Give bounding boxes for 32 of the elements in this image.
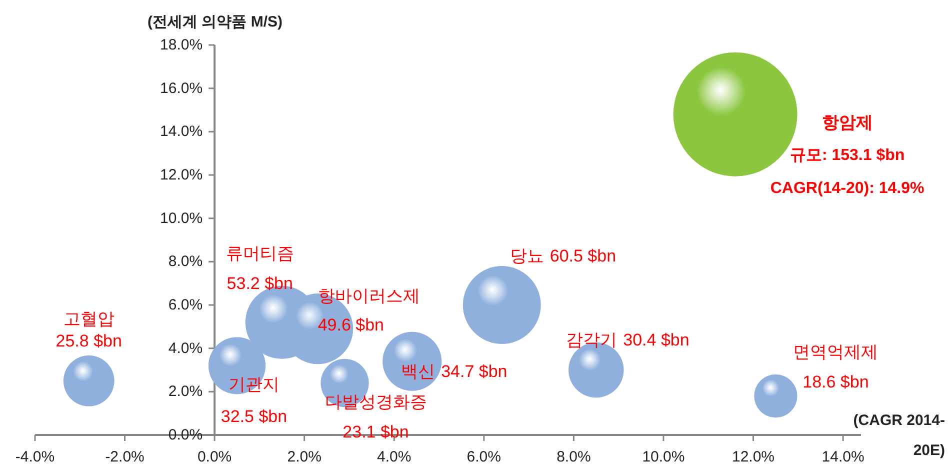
annotation: 다발성경화증 <box>324 392 427 412</box>
y-tick-label: 0.0% <box>168 426 203 444</box>
annotation: 고혈압 <box>63 309 114 328</box>
annotation: 백신 <box>401 362 436 381</box>
annotation: CAGR(14-20): 14.9% <box>770 180 924 197</box>
x-tick-label: 12.0% <box>732 448 775 466</box>
y-tick-label: 6.0% <box>168 296 203 314</box>
y-tick-label: 18.0% <box>160 36 203 54</box>
x-tick-label: 10.0% <box>642 448 685 466</box>
y-tick-label: 4.0% <box>168 340 203 357</box>
annotation: 당뇨 <box>510 246 544 266</box>
annotation: 감각기 <box>566 330 618 350</box>
annotation: 류머티즘 <box>226 244 294 263</box>
x-tick-label: 14.0% <box>822 448 864 466</box>
y-tick-label: 2.0% <box>168 383 203 400</box>
y-tick-label: 8.0% <box>168 253 203 270</box>
y-tick-label: 14.0% <box>160 123 203 140</box>
annotation: 면역억제제 <box>793 342 878 362</box>
annotation: 기관지 <box>228 375 280 394</box>
annotation: 항암제 <box>822 112 873 132</box>
annotation: 항바이러스제 <box>318 286 420 306</box>
x-tick-label: 0.0% <box>197 448 232 466</box>
x-tick-label: 2.0% <box>287 448 322 466</box>
y-tick-label: 16.0% <box>160 80 203 97</box>
y-tick-label: 10.0% <box>160 210 203 227</box>
x-tick-label: 6.0% <box>466 448 502 466</box>
x-tick-label: 4.0% <box>377 448 412 466</box>
y-tick-label: 12.0% <box>160 166 203 184</box>
x-tick-label: -2.0% <box>105 448 144 466</box>
y-axis-title: (전세계 의약품 M/S) <box>148 14 282 30</box>
x-tick-label: 8.0% <box>556 448 591 466</box>
x-tick-label: -4.0% <box>15 448 55 466</box>
